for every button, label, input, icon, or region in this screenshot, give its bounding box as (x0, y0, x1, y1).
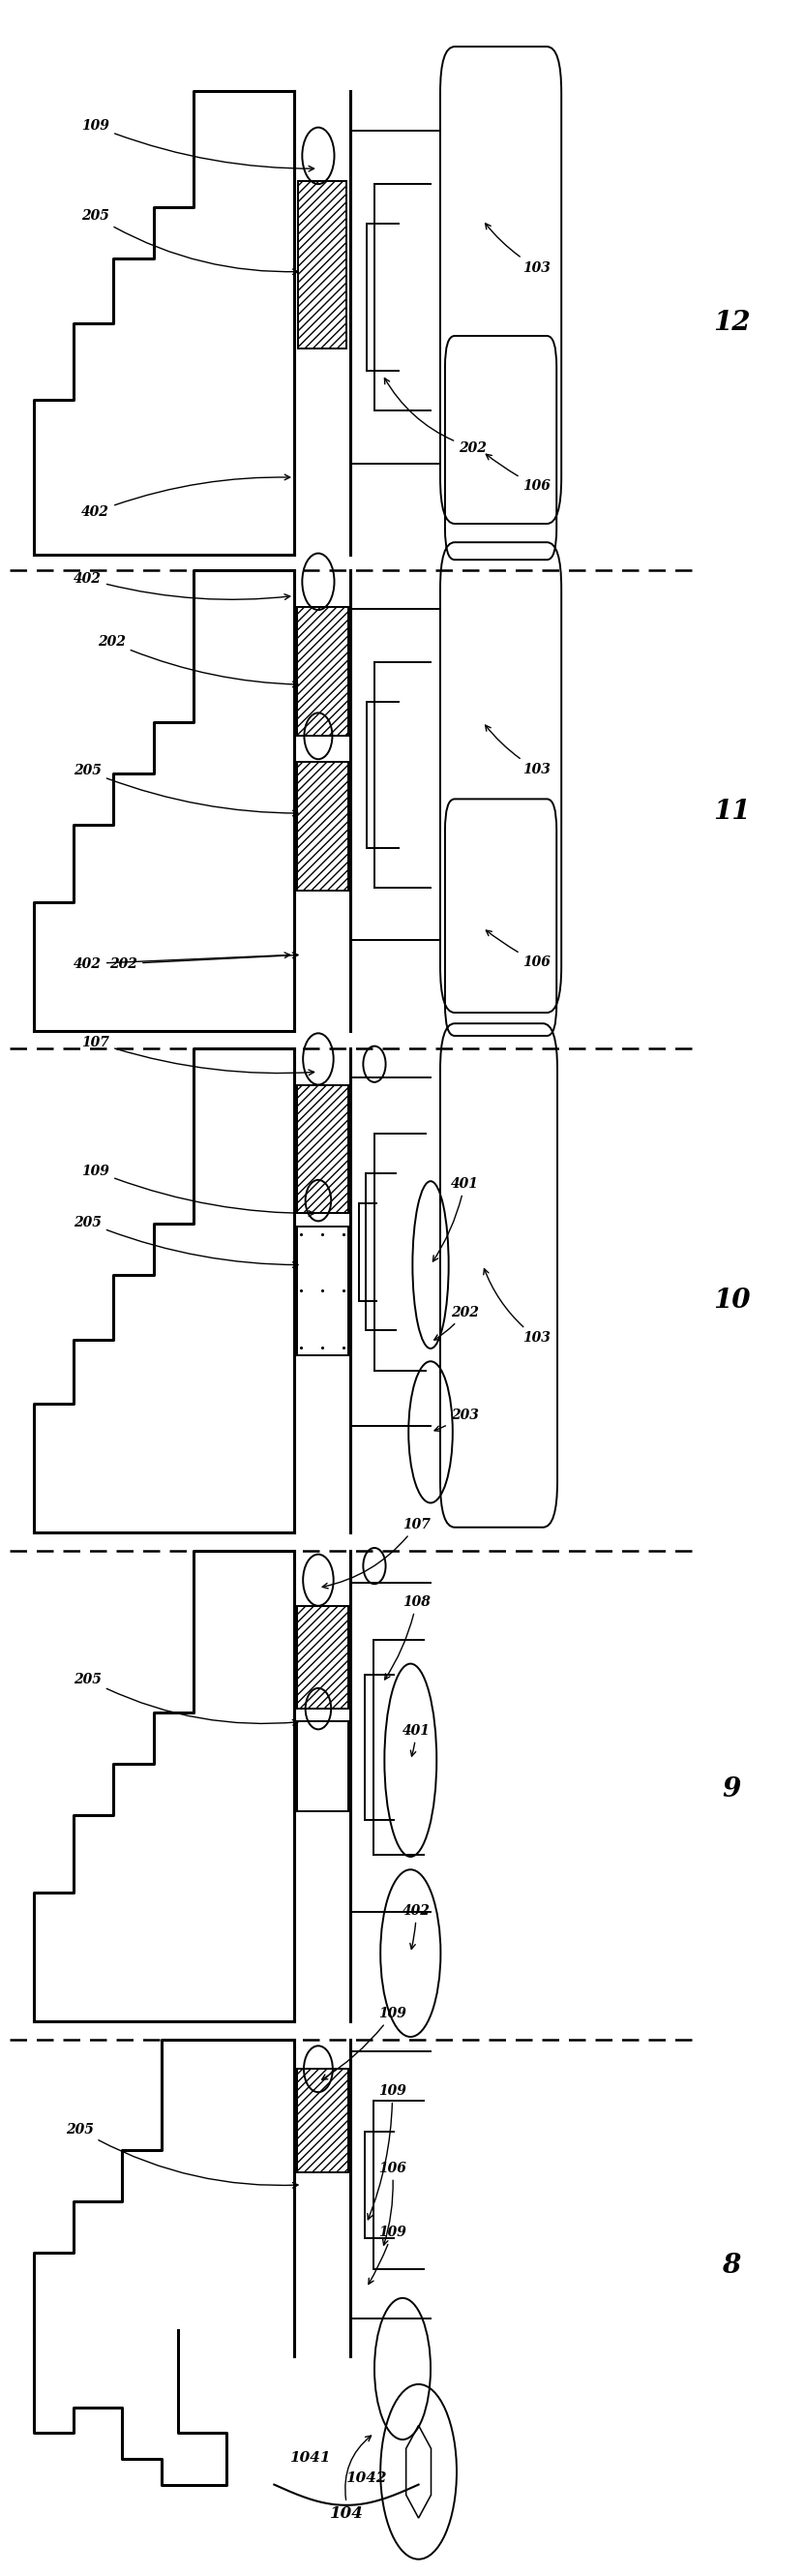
Text: 402: 402 (73, 572, 290, 600)
Text: 401: 401 (433, 1177, 479, 1262)
Text: 11: 11 (712, 799, 750, 824)
Text: 402: 402 (73, 953, 290, 971)
Text: 107: 107 (322, 1517, 431, 1589)
Text: 202: 202 (97, 636, 298, 688)
Text: 1042: 1042 (346, 2470, 387, 2486)
Text: 106: 106 (486, 930, 551, 969)
Text: 103: 103 (484, 1270, 551, 1345)
Text: 205: 205 (65, 2123, 298, 2187)
Text: 109: 109 (368, 2084, 407, 2221)
Text: 108: 108 (385, 1595, 431, 1680)
Text: 109: 109 (81, 1164, 314, 1216)
Text: 104: 104 (329, 2506, 363, 2522)
Text: 109: 109 (322, 2007, 407, 2079)
Text: 106: 106 (486, 453, 551, 492)
Text: 202: 202 (109, 953, 298, 971)
Text: 8: 8 (722, 2254, 741, 2280)
Polygon shape (296, 1226, 348, 1355)
Text: 205: 205 (81, 209, 298, 276)
Text: 109: 109 (81, 118, 314, 173)
Text: 202: 202 (385, 379, 486, 453)
Text: 12: 12 (712, 309, 750, 335)
Text: 202: 202 (434, 1306, 479, 1340)
Text: 10: 10 (712, 1288, 750, 1314)
Text: 401: 401 (402, 1723, 431, 1757)
Text: 1041: 1041 (290, 2450, 331, 2465)
Text: 402: 402 (81, 474, 290, 518)
Text: 103: 103 (485, 224, 551, 276)
Text: 205: 205 (73, 1216, 298, 1267)
Text: 103: 103 (485, 726, 551, 775)
Text: 205: 205 (73, 1672, 298, 1726)
Text: 402: 402 (402, 1904, 431, 1950)
Text: 106: 106 (378, 2161, 407, 2246)
Text: 205: 205 (73, 765, 298, 817)
Text: 109: 109 (369, 2226, 407, 2285)
Text: 107: 107 (81, 1036, 314, 1074)
Text: 9: 9 (722, 1777, 741, 1803)
Text: 203: 203 (435, 1409, 479, 1432)
